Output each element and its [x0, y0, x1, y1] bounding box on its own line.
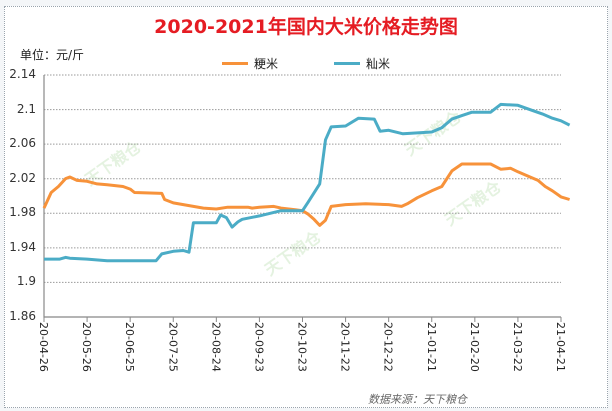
- legend-swatch-indica: [334, 62, 360, 65]
- y-tick-label: 2.14: [9, 67, 36, 81]
- legend-label-indica: 籼米: [366, 57, 391, 71]
- y-tick-label: 2.02: [9, 170, 36, 185]
- unit-label: 单位：元/斤: [20, 48, 85, 62]
- series-line-japonica: [42, 162, 571, 227]
- x-tick-label: 20-05-26: [80, 322, 94, 372]
- legend-item-indica: 籼米: [334, 55, 390, 72]
- y-tick-label: 2.06: [9, 136, 36, 151]
- y-tick-label: 1.98: [9, 205, 36, 220]
- x-tick-label: 21-03-22: [510, 322, 524, 372]
- x-tick-label: 21-01-21: [424, 322, 438, 372]
- chart-title: 2020-2021年国内大米价格走势图: [154, 16, 458, 38]
- x-tick-label: 21-04-21: [554, 322, 567, 372]
- series-lines: [42, 102, 571, 263]
- x-tick-label: 20-12-22: [381, 322, 395, 372]
- legend-swatch-japonica: [222, 62, 248, 65]
- x-tick-label: 21-02-20: [467, 322, 481, 372]
- x-tick-label: 20-08-24: [209, 322, 223, 372]
- y-tick-label: 1.86: [9, 309, 36, 323]
- y-tick-label: 1.94: [9, 239, 36, 254]
- x-tick-label: 20-09-23: [252, 322, 266, 372]
- x-tick-label: 20-04-26: [37, 322, 50, 372]
- axes: [43, 75, 562, 322]
- x-tick-label: 20-10-23: [295, 322, 309, 372]
- legend-item-japonica: 粳米: [222, 55, 278, 72]
- legend-label-japonica: 粳米: [254, 57, 279, 71]
- x-tick-label: 20-06-25: [123, 322, 137, 372]
- x-tick-label: 20-07-25: [166, 322, 180, 372]
- y-tick-label: 1.9: [16, 274, 36, 289]
- y-tick-label: 2.1: [16, 101, 36, 116]
- gridlines: [44, 74, 561, 283]
- data-source-label: 数据来源：天下粮仓: [368, 393, 467, 406]
- series-line-indica: [44, 102, 571, 263]
- x-tick-label: 20-11-22: [338, 322, 352, 372]
